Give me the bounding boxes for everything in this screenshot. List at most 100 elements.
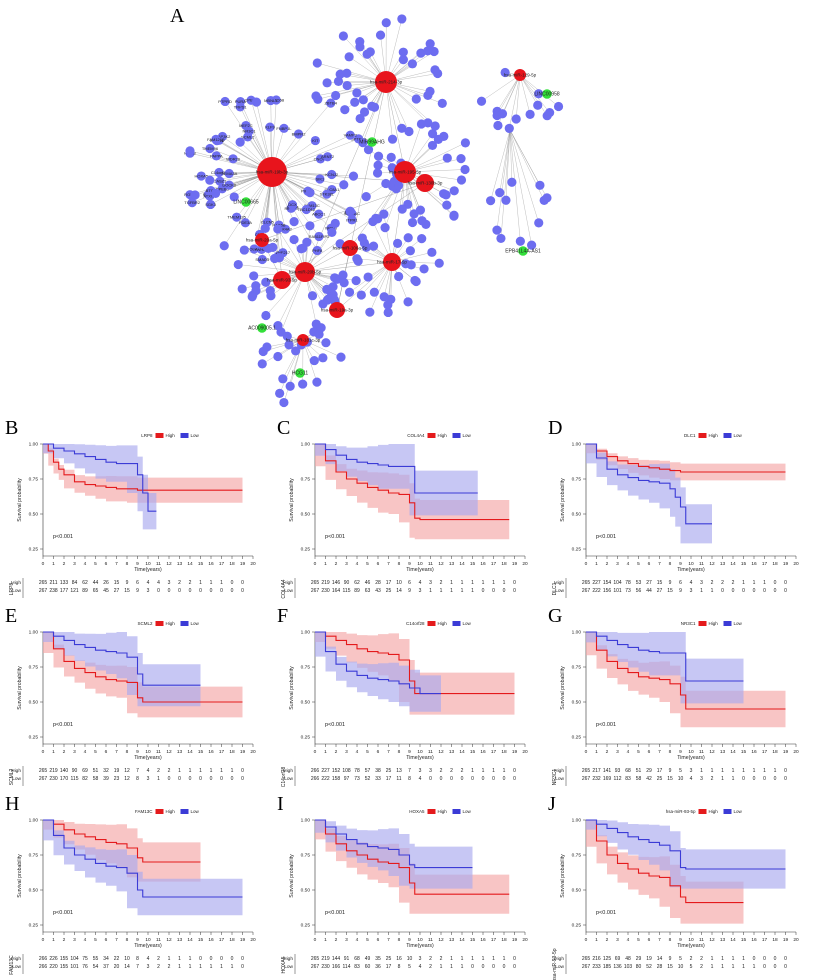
high-survival-line bbox=[586, 631, 786, 710]
y-tick-label: 1.00 bbox=[301, 442, 311, 448]
gene-node bbox=[500, 67, 510, 78]
risk-low-count: 0 bbox=[774, 588, 777, 594]
risk-low-count: 233 bbox=[592, 964, 601, 970]
risk-high-count: 1 bbox=[450, 956, 453, 962]
gene-label: STK38L bbox=[320, 192, 335, 197]
panel-letter: F bbox=[277, 605, 288, 627]
x-tick-label: 18 bbox=[501, 749, 507, 755]
gene-node bbox=[392, 238, 403, 248]
risk-high-label: High bbox=[283, 956, 293, 962]
x-tick-label: 16 bbox=[751, 749, 757, 755]
risk-table-label: HOXA5 bbox=[281, 956, 287, 973]
risk-high-count: 0 bbox=[210, 956, 213, 962]
risk-high-count: 0 bbox=[231, 956, 234, 962]
panel-letter: E bbox=[5, 605, 17, 627]
risk-low-count: 27 bbox=[114, 588, 120, 594]
x-tick-label: 10 bbox=[688, 937, 694, 943]
gene-node bbox=[265, 122, 275, 132]
risk-high-count: 0 bbox=[241, 580, 244, 586]
risk-table-label: NR3C1 bbox=[552, 769, 558, 786]
panel-letter: I bbox=[277, 793, 284, 815]
risk-low-count: 15 bbox=[667, 588, 673, 594]
risk-low-count: 1 bbox=[199, 964, 202, 970]
legend-high-label: High bbox=[438, 809, 448, 814]
risk-high-count: 219 bbox=[49, 768, 58, 774]
legend-low-label: Low bbox=[463, 621, 472, 626]
risk-low-count: 0 bbox=[503, 964, 506, 970]
risk-low-count: 37 bbox=[103, 964, 109, 970]
risk-high-count: 146 bbox=[332, 580, 341, 586]
x-tick-label: 3 bbox=[616, 561, 619, 567]
risk-low-count: 0 bbox=[774, 776, 777, 782]
gene-node bbox=[318, 353, 328, 363]
risk-low-count: 1 bbox=[700, 588, 703, 594]
risk-low-count: 0 bbox=[199, 776, 202, 782]
y-tick-label: 1.00 bbox=[29, 630, 39, 636]
risk-low-label: Low bbox=[12, 588, 21, 594]
x-tick-label: 7 bbox=[387, 937, 390, 943]
x-tick-label: 10 bbox=[688, 561, 694, 567]
risk-low-count: 4 bbox=[419, 964, 422, 970]
risk-high-count: 53 bbox=[636, 580, 642, 586]
network-edge bbox=[336, 261, 393, 311]
gene-label: BMPR2 bbox=[292, 131, 307, 136]
gene-label: ARNT2 bbox=[321, 154, 335, 159]
gene-label: SMAD5 bbox=[255, 257, 270, 262]
network-edge bbox=[315, 81, 387, 97]
risk-low-count: 1 bbox=[450, 964, 453, 970]
x-tick-label: 17 bbox=[219, 749, 225, 755]
gene-label: SIK1 bbox=[316, 177, 325, 182]
risk-high-count: 17 bbox=[657, 768, 663, 774]
legend-low-swatch bbox=[723, 809, 732, 814]
gene-node bbox=[442, 153, 452, 163]
mirna-label: hsa-miR-214-3p bbox=[370, 80, 403, 85]
risk-high-count: 1 bbox=[732, 768, 735, 774]
gene-node bbox=[232, 212, 242, 222]
gene-node bbox=[397, 204, 407, 214]
gene-node bbox=[383, 307, 393, 318]
risk-low-count: 0 bbox=[503, 776, 506, 782]
x-tick-label: 12 bbox=[709, 561, 715, 567]
risk-high-count: 1 bbox=[450, 580, 453, 586]
gene-node bbox=[312, 377, 322, 387]
gene-node bbox=[338, 270, 348, 280]
risk-table-label: hsa-miR-93-5p bbox=[552, 948, 558, 980]
mirna-node bbox=[342, 240, 358, 256]
gene-node bbox=[434, 258, 444, 268]
x-tick-label: 17 bbox=[491, 561, 497, 567]
x-tick-label: 5 bbox=[94, 561, 97, 567]
risk-high-count: 2 bbox=[700, 956, 703, 962]
gene-node bbox=[237, 284, 247, 294]
risk-low-count: 3 bbox=[700, 776, 703, 782]
network-edge bbox=[509, 129, 539, 223]
risk-high-count: 93 bbox=[615, 768, 621, 774]
risk-low-count: 0 bbox=[471, 776, 474, 782]
legend: C14orf28 High Low bbox=[406, 621, 472, 626]
risk-low-count: 10 bbox=[678, 964, 684, 970]
risk-low-count: 20 bbox=[114, 964, 120, 970]
risk-high-count: 0 bbox=[784, 580, 787, 586]
x-tick-label: 9 bbox=[679, 937, 682, 943]
gene-node bbox=[309, 355, 319, 366]
mirna-node bbox=[329, 302, 345, 318]
risk-high-count: 2 bbox=[157, 768, 160, 774]
gene-node bbox=[196, 171, 206, 181]
gene-node bbox=[373, 151, 384, 161]
gene-node bbox=[279, 123, 289, 133]
risk-high-count: 68 bbox=[625, 768, 631, 774]
mirna-label: hsa-miR-106a-5p bbox=[333, 246, 368, 251]
risk-high-label: High bbox=[283, 580, 293, 586]
gene-node bbox=[535, 180, 545, 190]
x-tick-label: 7 bbox=[658, 937, 661, 943]
gene-node bbox=[342, 80, 352, 91]
risk-high-count: 5 bbox=[679, 768, 682, 774]
legend-high-swatch bbox=[698, 809, 707, 814]
gene-node bbox=[249, 271, 259, 281]
x-tick-label: 9 bbox=[408, 749, 411, 755]
risk-low-count: 266 bbox=[311, 776, 320, 782]
risk-high-count: 9 bbox=[669, 956, 672, 962]
gene-label: PURA bbox=[235, 99, 246, 104]
y-tick-label: 0.25 bbox=[29, 547, 39, 553]
